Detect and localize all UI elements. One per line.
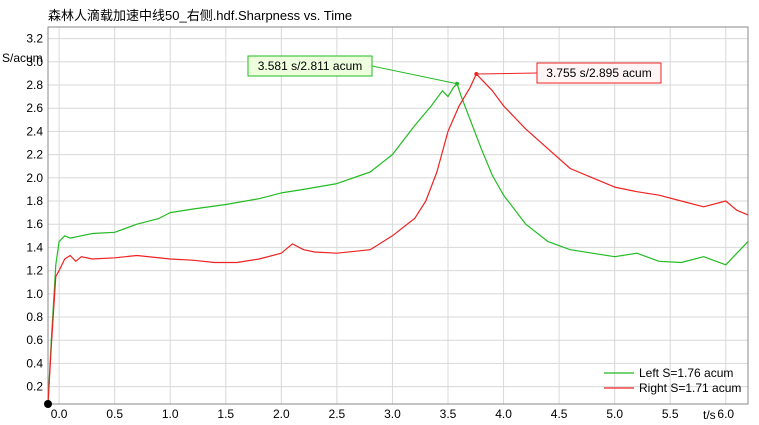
x-tick-labels: 0.0 0.5 1.0 1.5 2.0 2.5 3.0 3.5 4.0 4.5 5.0 5.5 6.0 [51, 407, 735, 421]
x-tick-label: 4.0 [495, 407, 512, 421]
y-tick-label: 0.4 [26, 356, 43, 370]
y-tick-label: 3.0 [26, 55, 43, 69]
x-tick-label: 3.5 [440, 407, 457, 421]
y-tick-label: 0.8 [26, 310, 43, 324]
y-tick-label: 1.2 [26, 264, 43, 278]
y-tick-label: 1.0 [26, 287, 43, 301]
plot-area [47, 26, 749, 405]
y-tick-label: 1.4 [26, 240, 43, 254]
y-tick-labels: 0.2 0.4 0.6 0.8 1.0 1.2 1.4 1.6 1.8 2.0 2.2 2.4 2.6 2… [26, 32, 43, 394]
annotation-layer: 3.581 s/2.811 acum 3.755 s/2.895 acum [247, 55, 662, 86]
origin-point [44, 400, 52, 408]
grid-lines [48, 27, 748, 404]
y-tick-label: 3.2 [26, 32, 43, 46]
y-tick-label: 2.6 [26, 101, 43, 115]
x-tick-label: 2.0 [273, 407, 290, 421]
annotation-box [247, 55, 373, 77]
legend-entry: Right S=1.71 acum [639, 381, 741, 395]
legend-entry: Left S=1.76 acum [639, 366, 733, 380]
y-tick-label: 0.2 [26, 380, 43, 394]
y-tick-label: 2.8 [26, 78, 43, 92]
x-tick-label: 5.0 [606, 407, 623, 421]
y-tick-label: 2.0 [26, 171, 43, 185]
annotation-leader [371, 65, 458, 85]
y-tick-label: 2.2 [26, 148, 43, 162]
x-tick-label: 0.0 [51, 407, 68, 421]
series-layer [44, 73, 749, 408]
annotation-leader [476, 72, 538, 75]
annotation-marker [474, 71, 479, 76]
x-tick-label: 1.0 [162, 407, 179, 421]
chart-title: 森林人滴载加速中线50_右侧.hdf.Sharpness vs. Time [48, 8, 352, 23]
annotation-label: 3.581 s/2.811 acum [258, 59, 363, 73]
x-tick-label: 1.5 [217, 407, 234, 421]
y-tick-label: 0.6 [26, 333, 43, 347]
series-line-right [47, 73, 749, 405]
series-line-left [47, 83, 749, 405]
y-axis-label: S/acum [2, 51, 43, 65]
annotation-box [536, 62, 662, 84]
x-tick-label: 3.0 [384, 407, 401, 421]
x-tick-label: 0.5 [106, 407, 123, 421]
y-tick-label: 1.6 [26, 217, 43, 231]
annotation-marker [455, 81, 459, 86]
x-tick-label: 5.5 [662, 407, 679, 421]
x-axis-label: t/s [703, 408, 716, 422]
x-tick-label: 2.5 [329, 407, 346, 421]
x-tick-label: 4.5 [551, 407, 568, 421]
y-tick-label: 2.4 [26, 124, 43, 138]
y-tick-label: 1.8 [26, 194, 43, 208]
x-tick-label: 6.0 [717, 407, 734, 421]
annotation-label: 3.755 s/2.895 acum [546, 66, 651, 80]
